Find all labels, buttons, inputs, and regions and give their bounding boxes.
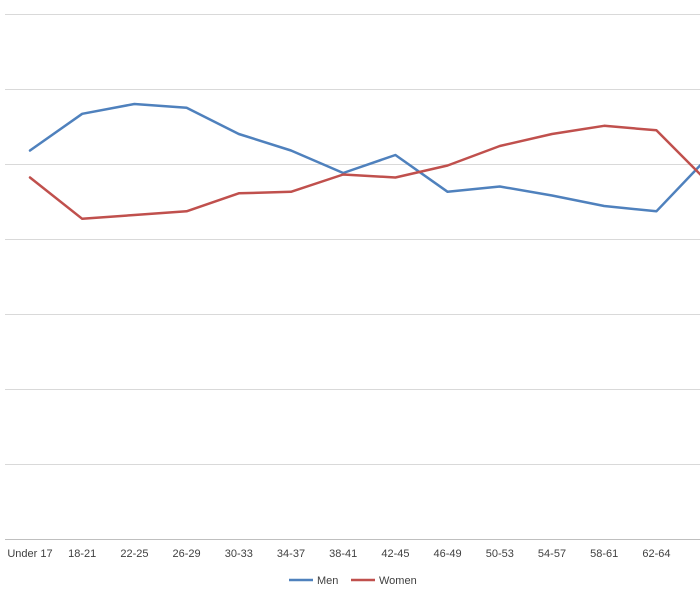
series-line-men xyxy=(28,102,700,213)
x-tick-label: 50-53 xyxy=(486,548,514,560)
x-tick-label: 58-61 xyxy=(590,548,618,560)
legend-label-women: Women xyxy=(379,575,417,587)
x-tick-label: 26-29 xyxy=(173,548,201,560)
x-tick-label: 62-64 xyxy=(642,548,670,560)
x-tick-label: Under 17 xyxy=(7,548,52,560)
x-tick-label: 34-37 xyxy=(277,548,305,560)
x-tick-label: 18-21 xyxy=(68,548,96,560)
x-tick-label: 30-33 xyxy=(225,548,253,560)
x-tick-label: 46-49 xyxy=(434,548,462,560)
series-line-women xyxy=(28,124,700,221)
legend-label-men: Men xyxy=(317,575,338,587)
x-tick-label: 22-25 xyxy=(120,548,148,560)
x-tick-label: 54-57 xyxy=(538,548,566,560)
x-tick-label: 38-41 xyxy=(329,548,357,560)
x-tick-label: 42-45 xyxy=(381,548,409,560)
